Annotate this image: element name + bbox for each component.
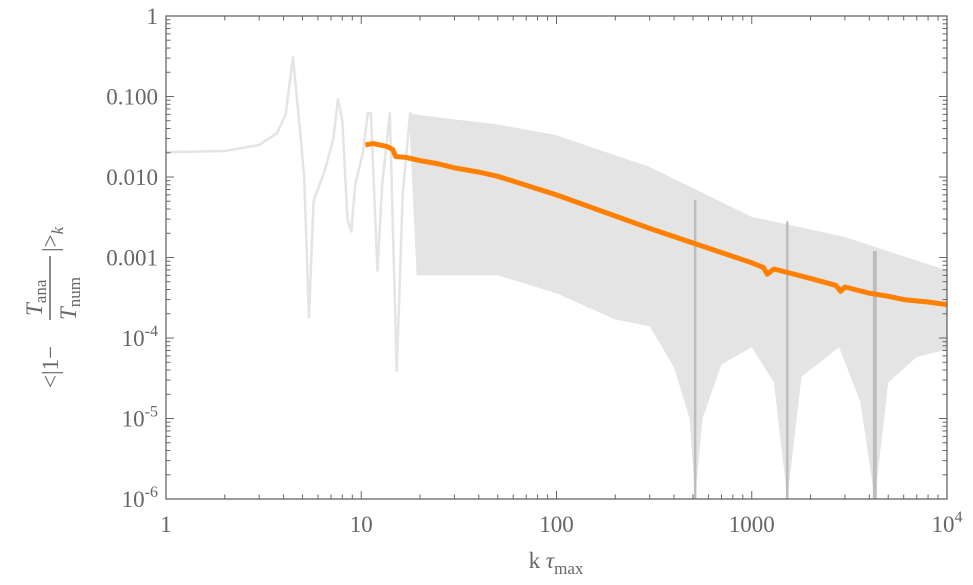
y-tick-label-exponent: -6 (145, 484, 158, 501)
x-tick-label: 100 (539, 512, 574, 537)
x-axis-label: k τmax (529, 548, 584, 578)
y-axis-label-denominator: Tnum (56, 277, 84, 320)
x-tick-label: 1000 (729, 512, 775, 537)
x-tick-label-exponent: 4 (955, 509, 963, 526)
y-tick-label: 10-6 (122, 484, 158, 512)
gray-series-line (166, 55, 420, 373)
y-tick-label-exponent: -4 (145, 323, 158, 340)
x-axis-label-main: k (529, 548, 546, 573)
x-axis-label-sub: max (554, 559, 584, 578)
series-group (166, 55, 947, 499)
y-tick-label: 10-4 (122, 323, 158, 351)
y-tick-label: 10-5 (122, 404, 158, 432)
x-axis-label-symbol: τ (546, 548, 555, 573)
y-tick-label: 0.010 (106, 165, 158, 190)
oscillation-band (410, 113, 947, 499)
x-tick-label: 10 (350, 512, 373, 537)
y-axis-label: <|1− Tana Tnum |>k (22, 226, 84, 388)
x-tick-label: 1 (160, 512, 172, 537)
plot-area (166, 55, 947, 499)
x-tick-label: 104 (932, 509, 963, 537)
axes (165, 15, 948, 500)
y-axis-label-prefix: <|1− (38, 346, 63, 388)
y-tick-label: 0.100 (106, 85, 158, 110)
y-tick-label-exponent: -5 (145, 404, 158, 421)
y-tick-label: 1 (147, 4, 159, 29)
orange-series-line (364, 141, 947, 308)
y-axis-label-suffix: |>k (38, 226, 67, 252)
y-tick-label: 0.001 (106, 246, 158, 271)
y-axis-label-numerator: Tana (22, 279, 50, 316)
